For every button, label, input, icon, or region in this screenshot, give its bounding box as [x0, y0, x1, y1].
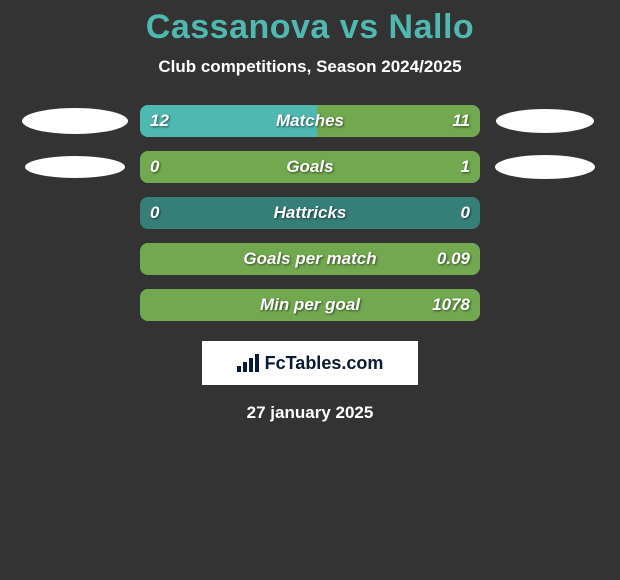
stat-row: 0 0 Hattricks [10, 197, 610, 229]
player-ellipse-left [22, 108, 128, 134]
stat-bar: 0.09 Goals per match [140, 243, 480, 275]
stat-label: Goals per match [243, 249, 376, 269]
stat-value-left: 0 [150, 157, 159, 177]
stat-row: 0.09 Goals per match [10, 243, 610, 275]
ellipse-holder-left [10, 156, 140, 178]
stat-row: 0 1 Goals [10, 151, 610, 183]
stat-label: Hattricks [274, 203, 347, 223]
stat-row: 1078 Min per goal [10, 289, 610, 321]
stat-value-right: 11 [452, 111, 470, 131]
player-ellipse-right [496, 109, 594, 133]
stat-label: Min per goal [260, 295, 360, 315]
stat-value-left: 0 [150, 203, 159, 223]
page-subtitle: Club competitions, Season 2024/2025 [158, 57, 461, 77]
stat-value-right: 0.09 [437, 249, 470, 269]
stat-value-left: 12 [150, 111, 169, 131]
stat-bar: 0 0 Hattricks [140, 197, 480, 229]
stat-bar: 12 11 Matches [140, 105, 480, 137]
bar-chart-icon [237, 354, 259, 372]
stat-label: Goals [286, 157, 333, 177]
stat-bar: 1078 Min per goal [140, 289, 480, 321]
ellipse-holder-right [480, 109, 610, 133]
date-label: 27 january 2025 [247, 403, 374, 423]
stat-value-right: 0 [461, 203, 470, 223]
stat-value-right: 1078 [432, 295, 470, 315]
logo-text: FcTables.com [265, 353, 384, 374]
player-ellipse-right [495, 155, 595, 179]
page-title: Cassanova vs Nallo [146, 8, 474, 47]
stat-value-right: 1 [461, 157, 470, 177]
site-logo: FcTables.com [202, 341, 418, 385]
ellipse-holder-right [480, 155, 610, 179]
comparison-infographic: Cassanova vs Nallo Club competitions, Se… [0, 0, 620, 423]
player-ellipse-left [25, 156, 125, 178]
stat-label: Matches [276, 111, 344, 131]
ellipse-holder-left [10, 108, 140, 134]
stat-rows: 12 11 Matches 0 1 Goals 0 0 Hattricks 0.09 Goals p… [10, 105, 610, 335]
stat-row: 12 11 Matches [10, 105, 610, 137]
stat-bar: 0 1 Goals [140, 151, 480, 183]
